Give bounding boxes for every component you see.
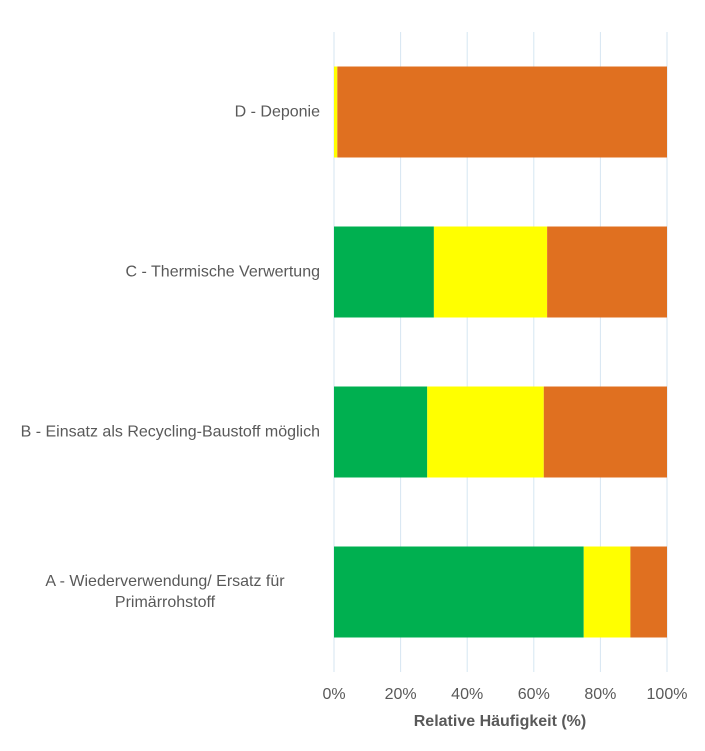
bar-segment — [630, 546, 667, 638]
bar-segment — [334, 386, 428, 478]
x-tick-label: 100% — [647, 686, 688, 703]
category-label: A - Wiederverwendung/ Ersatz für Primärr… — [10, 571, 320, 613]
x-tick-label: 80% — [584, 686, 616, 703]
bar-segment — [334, 546, 584, 638]
bar-segment — [337, 66, 667, 158]
bar-segment — [547, 226, 667, 318]
bar-segment — [427, 386, 544, 478]
bar-segment — [543, 386, 667, 478]
bar-segment — [583, 546, 631, 638]
x-tick-label: 40% — [451, 686, 483, 703]
bar-segment — [334, 226, 434, 318]
bar-segment — [334, 66, 338, 158]
category-text: D - Deponie — [234, 103, 320, 121]
category-label: B - Einsatz als Recycling-Baustoff mögli… — [10, 422, 320, 443]
category-text: C - Thermische Verwertung — [125, 263, 320, 281]
category-label: D - Deponie — [10, 102, 320, 123]
category-text: A - Wiederverwendung/ Ersatz für Primärr… — [45, 573, 285, 611]
category-label: C - Thermische Verwertung — [10, 262, 320, 283]
x-tick-label: 60% — [518, 686, 550, 703]
x-tick-label: 20% — [385, 686, 417, 703]
x-axis-title: Relative Häufigkeit (%) — [414, 713, 586, 730]
bar-segment — [433, 226, 548, 318]
category-text: B - Einsatz als Recycling-Baustoff mögli… — [20, 423, 320, 441]
x-tick-label: 0% — [322, 686, 345, 703]
